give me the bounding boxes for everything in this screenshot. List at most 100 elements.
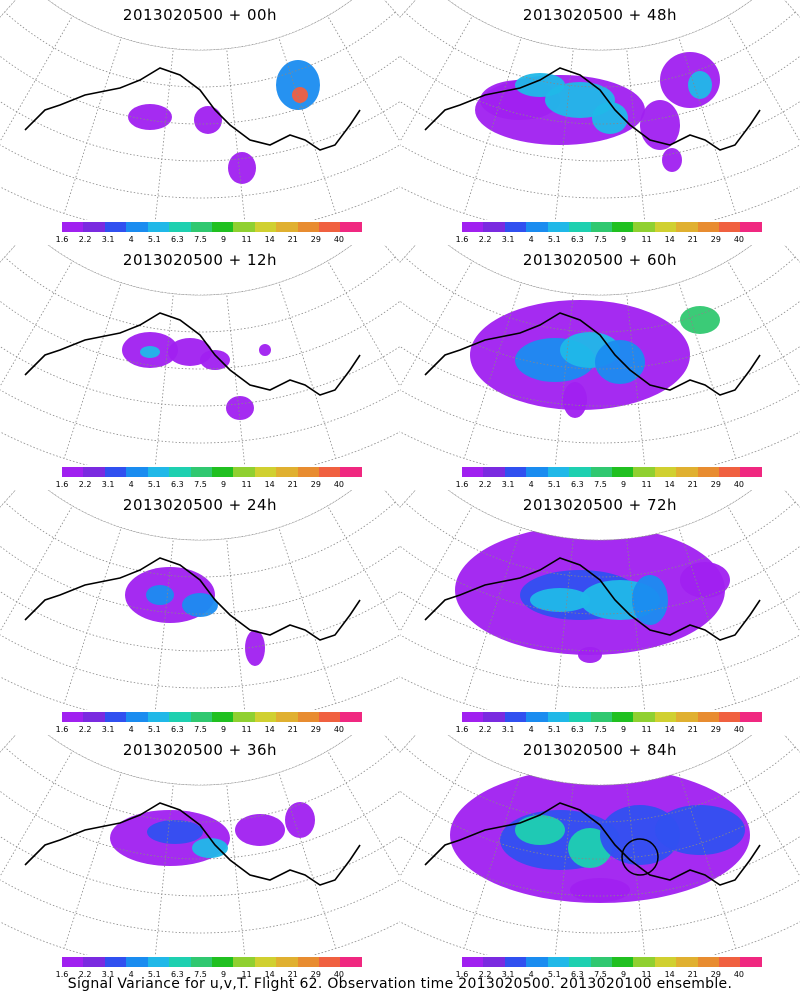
colorbar-swatch — [169, 957, 191, 967]
variance-blob — [245, 630, 265, 666]
colorbar-tick-label: 4 — [128, 235, 134, 244]
colorbar-tick-label: 14 — [664, 970, 675, 979]
colorbar-tick-label: 11 — [241, 970, 252, 979]
map-panel: 2013020500 + 48h 1.6 2.2 3.1 4 5.1 6.3 7.5 9 11 14… — [400, 0, 800, 245]
map-boundary — [0, 0, 400, 220]
variance-blob — [292, 87, 308, 103]
colorbar-swatch — [654, 712, 677, 722]
colorbar-tick-label: 2.2 — [78, 480, 92, 489]
colorbar-swatch — [462, 712, 484, 722]
colorbar-labels: 1.6 2.2 3.1 4 5.1 6.3 7.5 9 11 14 21 29 40 — [452, 970, 772, 980]
colorbar-swatch — [190, 222, 212, 232]
colorbar-tick-label: 6.3 — [171, 725, 184, 734]
colorbar-tick-label: 6.3 — [171, 480, 184, 489]
colorbar-tick-label: 14 — [264, 725, 275, 734]
colorbar-swatch — [211, 467, 234, 477]
colorbar-swatch — [697, 957, 720, 967]
colorbar-swatch — [483, 712, 505, 722]
map-boundary — [0, 245, 400, 465]
colorbar-tick-label: 7.5 — [594, 970, 607, 979]
observation-circle — [621, 838, 659, 876]
colorbar-swatch — [126, 712, 148, 722]
colorbar-tick-label: 1.6 — [55, 725, 69, 734]
colorbar-tick-label: 3.1 — [501, 725, 515, 734]
variance-blob — [194, 106, 222, 134]
variance-blob — [578, 647, 602, 663]
colorbar-swatch — [190, 712, 212, 722]
colorbar-swatch — [147, 712, 170, 722]
colorbar-tick-label: 6.3 — [171, 970, 184, 979]
colorbar-tick-label: 29 — [710, 480, 721, 489]
colorbar-swatch — [483, 957, 505, 967]
colorbar-swatch — [611, 957, 634, 967]
variance-field — [110, 802, 315, 866]
variance-blob — [563, 382, 587, 418]
colorbar-swatch — [526, 712, 548, 722]
colorbar-tick-label: 40 — [333, 480, 345, 489]
colorbar-swatch — [654, 467, 677, 477]
colorbar-swatch — [297, 222, 320, 232]
colorbar-swatch — [633, 467, 655, 477]
colorbar-tick-label: 11 — [641, 235, 652, 244]
variance-blob — [680, 562, 730, 598]
colorbar-swatch — [126, 467, 148, 477]
colorbar-tick-label: 7.5 — [594, 235, 607, 244]
colorbar-tick-label: 40 — [733, 480, 745, 489]
colorbar-swatch — [740, 467, 762, 477]
colorbar-tick-label: 21 — [687, 970, 698, 979]
colorbar-tick-label: 11 — [241, 480, 252, 489]
colorbar-swatch — [83, 222, 105, 232]
colorbar-swatch — [126, 957, 148, 967]
colorbar-tick-label: 3.1 — [501, 480, 515, 489]
colorbar-tick-label: 3.1 — [501, 970, 515, 979]
panel-title: 2013020500 + 36h — [122, 741, 278, 759]
variance-field — [470, 300, 720, 418]
polar-map — [0, 490, 400, 710]
variance-blob — [182, 593, 218, 617]
colorbar-tick-label: 4 — [128, 970, 134, 979]
map-boundary — [0, 490, 400, 710]
colorbar-tick-label: 1.6 — [55, 235, 69, 244]
colorbar-swatch — [654, 957, 677, 967]
colorbar — [62, 467, 362, 477]
graticule — [400, 735, 800, 955]
colorbar-swatch — [547, 467, 570, 477]
colorbar-tick-label: 2.2 — [78, 725, 92, 734]
colorbar-swatch — [483, 222, 505, 232]
colorbar-labels: 1.6 2.2 3.1 4 5.1 6.3 7.5 9 11 14 21 29 40 — [52, 970, 372, 980]
colorbar-tick-label: 9 — [220, 725, 227, 734]
polar-map — [0, 735, 400, 955]
variance-blob — [688, 71, 712, 99]
colorbar-swatch — [676, 712, 698, 722]
polar-map — [0, 245, 400, 465]
variance-blob — [515, 73, 565, 97]
colorbar-tick-label: 1.6 — [455, 235, 469, 244]
colorbar-swatch — [526, 222, 548, 232]
panel-title: 2013020500 + 12h — [122, 251, 278, 269]
colorbar-tick-label: 29 — [710, 970, 721, 979]
colorbar-tick-label: 4 — [128, 725, 134, 734]
variance-blob — [147, 820, 203, 844]
variance-blob — [200, 350, 230, 370]
colorbar-swatch — [147, 957, 170, 967]
map-panel: 2013020500 + 84h 1.6 2.2 3.1 4 5.1 6.3 7.5 9 11 14… — [400, 735, 800, 980]
colorbar-tick-label: 7.5 — [594, 480, 607, 489]
colorbar-tick-label: 3.1 — [101, 725, 115, 734]
variance-blob — [640, 100, 680, 150]
coastline — [424, 67, 761, 151]
colorbar-swatch — [504, 467, 527, 477]
map-panel: 2013020500 + 60h 1.6 2.2 3.1 4 5.1 6.3 7.5 9 11 14… — [400, 245, 800, 490]
colorbar-tick-label: 7.5 — [194, 725, 207, 734]
colorbar-swatch — [590, 467, 612, 477]
variance-field — [128, 60, 320, 184]
colorbar-swatch — [740, 712, 762, 722]
colorbar-swatch — [697, 467, 720, 477]
colorbar-swatch — [233, 222, 255, 232]
colorbar-swatch — [697, 712, 720, 722]
colorbar-swatch — [147, 467, 170, 477]
colorbar-swatch — [633, 957, 655, 967]
colorbar-tick-label: 7.5 — [194, 480, 207, 489]
colorbar-tick-label: 4 — [128, 480, 134, 489]
colorbar-swatch — [633, 712, 655, 722]
colorbar-tick-label: 2.2 — [478, 235, 492, 244]
